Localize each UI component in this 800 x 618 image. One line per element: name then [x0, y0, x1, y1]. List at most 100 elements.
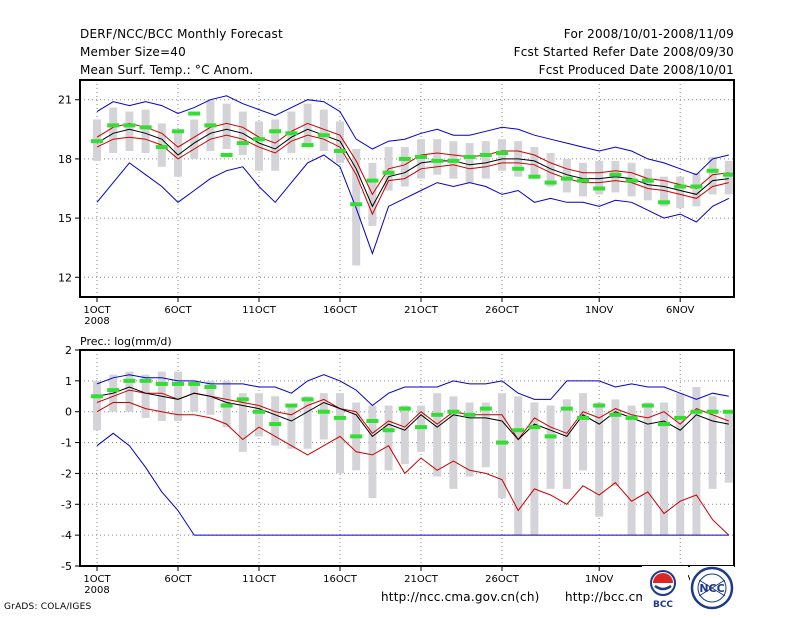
temp-median-mark-24 — [463, 154, 476, 159]
precip-median-mark-38 — [690, 409, 703, 414]
temp-spread-box-6 — [174, 131, 182, 177]
temp-spread-box-11 — [255, 121, 263, 171]
precip-median-mark-13 — [285, 403, 298, 408]
precip-spread-box-16 — [336, 393, 344, 474]
temp-line-upper — [96, 134, 729, 216]
precip-median-mark-20 — [398, 406, 411, 411]
precip-spread-box-34 — [627, 405, 636, 536]
temp-xtick-label-6: 1NOV — [585, 305, 614, 316]
temp-median-mark-27 — [512, 166, 525, 171]
bcc-url[interactable]: http://bcc.cma.gov.cn — [565, 590, 643, 604]
precip-spread-box-31 — [579, 393, 587, 471]
grads-credit: GrADS: COLA/IGES — [4, 602, 92, 612]
precip-ytick-label-5: 0 — [65, 406, 72, 419]
precip-ytick-label-3: -2 — [61, 467, 72, 480]
temp-median-mark-25 — [479, 152, 492, 157]
temp-median-mark-8 — [204, 123, 217, 128]
temp-median-mark-18 — [366, 178, 379, 183]
temp-median-mark-29 — [544, 180, 557, 185]
temp-spread-box-4 — [141, 109, 150, 153]
temp-line-mean — [96, 128, 729, 208]
temp-spread-box-38 — [692, 172, 701, 207]
temp-ytick-label-0: 12 — [58, 271, 72, 284]
temp-median-mark-15 — [317, 133, 330, 138]
temp-median-mark-28 — [528, 174, 541, 179]
temp-xtick-label-3: 16OCT — [323, 305, 358, 316]
precip-year-label: 2008 — [84, 585, 109, 596]
temp-spread-box-3 — [125, 111, 134, 152]
precip-spread-box-7 — [190, 380, 199, 412]
temp-spread-box-15 — [319, 109, 328, 152]
temp-median-mark-3 — [123, 123, 136, 128]
temp-xtick-label-2: 11OCT — [242, 305, 277, 316]
precip-median-mark-21 — [415, 425, 427, 430]
precip-xtick-label-3: 16OCT — [323, 574, 358, 585]
temp-median-mark-4 — [139, 125, 152, 130]
member-size: Member Size=40 — [80, 45, 186, 59]
precip-line-max — [96, 374, 729, 407]
temp-median-mark-31 — [577, 178, 589, 183]
precip-spread-box-27 — [514, 396, 523, 536]
precip-median-mark-19 — [382, 428, 395, 433]
precip-spread-box-4 — [141, 374, 150, 418]
temp-plot-frame — [79, 79, 735, 298]
precip-spread-box-39 — [708, 396, 717, 489]
temp-median-mark-21 — [415, 154, 427, 159]
precip-median-mark-27 — [512, 428, 525, 433]
temp-median-mark-16 — [334, 149, 346, 154]
precip-spread-box-8 — [206, 380, 215, 415]
precip-ytick-label-1: -4 — [61, 529, 72, 542]
temp-median-mark-39 — [706, 168, 719, 173]
precip-xtick-label-1: 6OCT — [164, 574, 192, 585]
temp-median-mark-40 — [722, 172, 735, 177]
precip-spread-box-6 — [174, 371, 182, 421]
precip-median-mark-31 — [577, 415, 589, 420]
precip-spread-box-36 — [660, 402, 668, 536]
bcc-logo-text: BCC — [653, 600, 673, 610]
temp-median-mark-7 — [188, 111, 201, 116]
temp-median-mark-38 — [690, 184, 703, 189]
temp-median-mark-20 — [398, 156, 411, 161]
ncc-url[interactable]: http://ncc.cma.gov.cn(ch) — [381, 590, 540, 604]
chart-title: DERF/NCC/BCC Monthly Forecast — [80, 27, 283, 41]
precip-spread-box-14 — [303, 396, 312, 449]
temp-spread-box-7 — [190, 119, 199, 159]
precip-xtick-label-4: 21OCT — [404, 574, 439, 585]
precip-spread-box-10 — [238, 393, 247, 452]
precip-median-mark-1 — [91, 394, 103, 399]
temp-xtick-label-7: 6NOV — [666, 305, 695, 316]
temp-spread-box-29 — [546, 152, 555, 187]
temp-median-mark-26 — [496, 150, 508, 155]
precip-median-mark-25 — [479, 406, 492, 411]
precip-median-mark-15 — [317, 409, 330, 414]
precip-median-mark-12 — [269, 422, 282, 427]
variable-label: Mean Surf. Temp.: °C Anom. — [80, 63, 254, 77]
precip-xtick-label-2: 11OCT — [242, 574, 277, 585]
temp-spread-box-40 — [724, 160, 733, 195]
ncc-logo-text: NCC — [699, 582, 724, 595]
temp-median-mark-2 — [107, 123, 120, 128]
precip-median-mark-3 — [123, 378, 136, 383]
precip-spread-box-32 — [595, 402, 604, 517]
precip-ytick-label-6: 1 — [65, 375, 72, 388]
precip-spread-box-3 — [125, 371, 134, 412]
temp-spread-box-39 — [708, 156, 717, 195]
precip-spread-box-12 — [271, 396, 280, 446]
precip-median-mark-36 — [658, 422, 670, 427]
temp-spread-box-24 — [465, 143, 474, 183]
temp-median-mark-36 — [658, 200, 670, 205]
precip-line-mean — [96, 386, 729, 441]
forecast-started-date: Fcst Started Refer Date 2008/09/30 — [513, 45, 734, 59]
precip-median-mark-33 — [609, 412, 622, 417]
precip-median-mark-16 — [334, 415, 346, 420]
precip-median-mark-4 — [139, 378, 152, 383]
precip-line-min — [96, 432, 729, 536]
precip-spread-box-38 — [692, 387, 701, 536]
precip-spread-box-20 — [400, 405, 409, 465]
temp-median-mark-13 — [285, 131, 298, 136]
temp-spread-box-30 — [562, 158, 571, 193]
temp-spread-box-12 — [271, 119, 280, 171]
bcc-logo: BCC — [642, 566, 688, 610]
temp-ytick-label-1: 15 — [58, 212, 72, 225]
precip-median-mark-30 — [560, 406, 573, 411]
